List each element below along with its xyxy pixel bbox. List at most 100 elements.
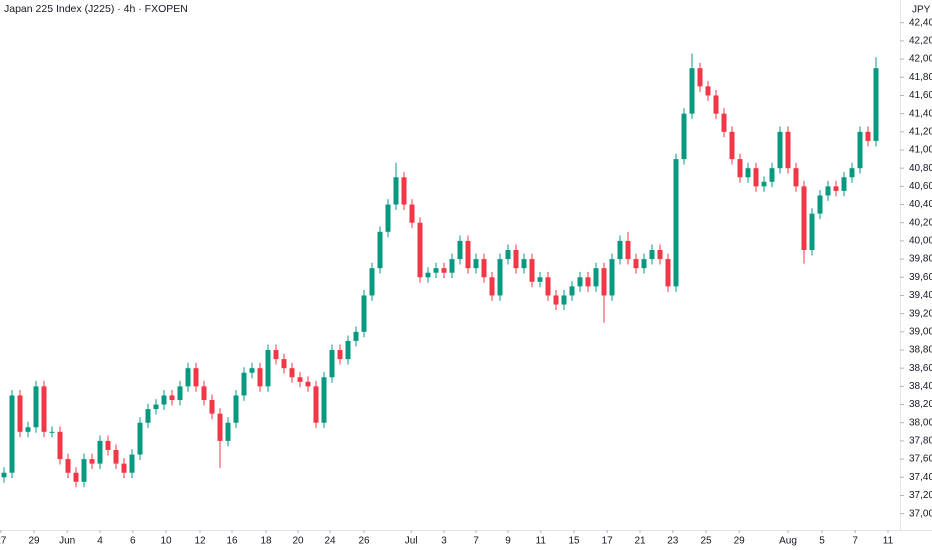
x-tick-label: 23	[667, 536, 679, 547]
candle-body	[769, 168, 775, 182]
y-tick-label: 41,400	[909, 108, 932, 119]
candle-body	[721, 113, 727, 132]
candle-body	[529, 259, 535, 282]
x-tick-label: 3	[441, 536, 447, 547]
candle-body	[137, 422, 143, 455]
candle-body	[425, 272, 431, 278]
candle-body	[649, 250, 655, 260]
x-tick-label: 21	[634, 536, 646, 547]
candle-body	[505, 250, 511, 260]
x-tick-label: Aug	[779, 536, 797, 547]
candle-body	[601, 268, 607, 296]
candle-body	[473, 259, 479, 269]
candle-body	[569, 286, 575, 296]
candle-body	[17, 395, 23, 432]
candle-body	[497, 259, 503, 296]
x-tick-label: 15	[568, 536, 580, 547]
candle-body	[9, 395, 15, 473]
candle-body	[553, 295, 559, 305]
candle-body	[841, 177, 847, 191]
candle-body	[377, 231, 383, 269]
x-tick-label: Jul	[405, 536, 418, 547]
candle-body	[273, 350, 279, 360]
candle-body	[81, 459, 87, 482]
candle-body	[665, 259, 671, 287]
candle-body	[193, 368, 199, 387]
candle-body	[217, 413, 223, 441]
x-tick-label: 4	[97, 536, 103, 547]
candle-body	[297, 377, 303, 382]
y-tick-label: 41,200	[909, 126, 932, 137]
candle-body	[345, 340, 351, 360]
candle-body	[25, 427, 31, 432]
candle-body	[401, 177, 407, 205]
candle-body	[145, 409, 151, 423]
x-tick-label: 6	[130, 536, 136, 547]
candle-body	[489, 277, 495, 296]
candle-body	[521, 259, 527, 269]
candle-body	[633, 259, 639, 269]
x-tick-label: 11	[883, 536, 894, 547]
y-tick-label: 41,000	[909, 145, 932, 156]
candle-body	[121, 463, 127, 473]
y-tick-label: 39,800	[909, 254, 932, 265]
candle-body	[353, 331, 359, 341]
candle-body	[625, 240, 631, 260]
y-tick-label: 41,800	[909, 72, 932, 83]
candle-body	[201, 386, 207, 400]
candle-body	[153, 404, 159, 410]
candle-body	[169, 395, 175, 400]
candle-body	[753, 168, 759, 187]
y-tick-label: 38,600	[909, 363, 932, 374]
candle-body	[873, 68, 879, 141]
candle-body	[465, 240, 471, 269]
candle-body	[593, 268, 599, 287]
y-tick-label: 39,200	[909, 308, 932, 319]
candle-body	[209, 400, 215, 414]
candle-body	[833, 186, 839, 191]
candle-body	[241, 372, 247, 396]
candle-body	[537, 277, 543, 282]
candle-body	[641, 259, 647, 269]
y-tick-label: 38,800	[909, 345, 932, 356]
x-tick-label: 27	[0, 536, 7, 547]
candle-body	[441, 268, 447, 273]
x-tick-label: 25	[700, 536, 712, 547]
x-tick-label: 11	[536, 536, 547, 547]
candle-body	[673, 159, 679, 287]
candle-body	[481, 259, 487, 278]
x-tick-label: Jun	[59, 536, 75, 547]
candle-body	[369, 268, 375, 296]
candle-body	[89, 459, 95, 464]
candle-body	[321, 377, 327, 423]
y-tick-label: 39,000	[909, 326, 932, 337]
y-tick-label: 37,000	[909, 508, 932, 519]
candle-body	[361, 295, 367, 332]
candle-body	[817, 195, 823, 214]
candle-body	[257, 368, 263, 387]
x-tick-label: 26	[358, 536, 370, 547]
y-tick-label: 38,400	[909, 381, 932, 392]
candle-body	[49, 431, 55, 433]
x-tick-label: 18	[260, 536, 272, 547]
y-tick-label: 38,000	[909, 417, 932, 428]
candle-body	[545, 277, 551, 296]
candle-body	[697, 68, 703, 87]
y-axis-label: JPY	[912, 5, 931, 16]
y-tick-label: 38,200	[909, 399, 932, 410]
x-tick-label: 17	[602, 536, 614, 547]
candle-body	[809, 213, 815, 250]
candle-body	[713, 95, 719, 114]
candle-body	[737, 159, 743, 178]
x-tick-label: 10	[160, 536, 172, 547]
y-tick-label: 37,800	[909, 436, 932, 447]
candle-body	[265, 350, 271, 387]
y-tick-label: 40,600	[909, 181, 932, 192]
candle-body	[417, 222, 423, 278]
candle-body	[409, 204, 415, 223]
x-tick-label: 24	[324, 536, 336, 547]
candle-body	[609, 259, 615, 296]
candle-body	[857, 131, 863, 169]
candle-body	[689, 68, 695, 114]
